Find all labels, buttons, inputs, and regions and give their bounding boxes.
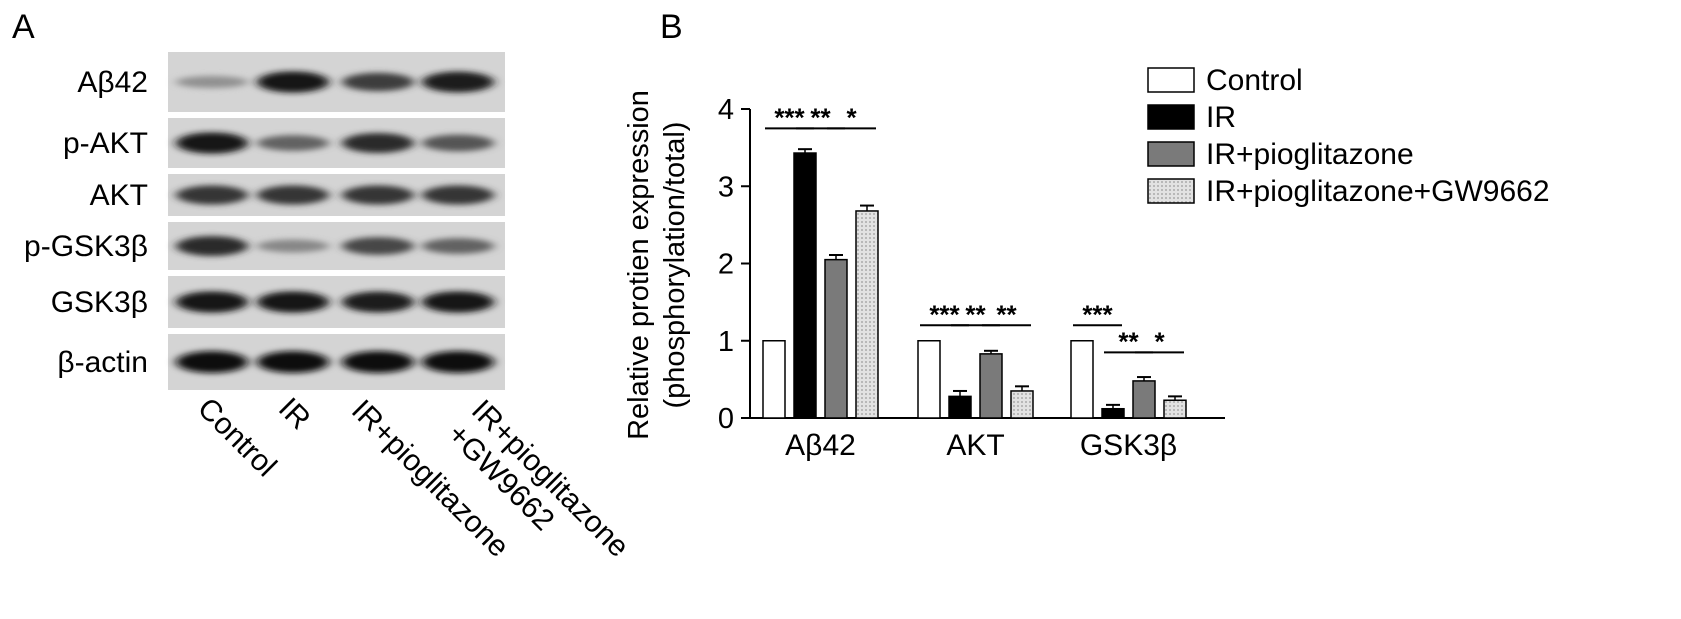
legend-swatch xyxy=(1147,141,1195,167)
bar-0-2 xyxy=(824,258,848,419)
significance-label: *** xyxy=(1082,299,1113,329)
y-axis-title-line: (phosphorylation/total) xyxy=(659,122,691,409)
legend-label: IR+pioglitazone xyxy=(1206,138,1414,171)
blot-band xyxy=(342,72,414,92)
chart-bars xyxy=(762,148,1187,419)
significance-label: ** xyxy=(996,299,1017,329)
blot-band xyxy=(422,134,494,152)
blot-band xyxy=(257,239,329,253)
blot-band xyxy=(176,132,248,154)
lane-label: IR+pioglitazone+GW9662 xyxy=(441,394,635,588)
blot-band xyxy=(176,351,248,373)
blot-row-label: β-actin xyxy=(57,346,148,379)
panel-a-western-blot: A Aβ42 p-AKT AKT p-GSK3β GSK3β β-actin Contro… xyxy=(12,8,635,588)
significance-markers: *** ** **** ** ** ***** * xyxy=(765,102,1184,356)
blot-band xyxy=(422,185,494,205)
bar-2-1 xyxy=(1101,407,1125,419)
panel-b-letter: B xyxy=(660,8,683,46)
legend-swatch xyxy=(1147,178,1195,204)
bar-2-3 xyxy=(1163,399,1187,419)
legend-label: IR+pioglitazone+GW9662 xyxy=(1206,175,1550,208)
panel-a-letter: A xyxy=(12,8,35,46)
y-tick-label: 1 xyxy=(718,326,734,358)
blot-band xyxy=(176,236,248,256)
bar-1-3 xyxy=(1010,390,1034,419)
significance-label: ** xyxy=(1118,326,1139,356)
bar-2-0 xyxy=(1070,340,1094,419)
lane-label: IR xyxy=(272,392,317,437)
legend-swatch xyxy=(1147,104,1195,130)
blot-band xyxy=(342,133,414,153)
bar-1-0 xyxy=(917,340,941,419)
bar-0-1 xyxy=(793,152,817,419)
x-category-label: Aβ42 xyxy=(785,429,856,462)
bar-2-2 xyxy=(1132,380,1156,419)
x-category-label: AKT xyxy=(946,429,1004,462)
blot-band xyxy=(422,238,494,254)
bar-0-3 xyxy=(855,210,879,419)
bar-1-2 xyxy=(979,353,1003,419)
lane-label: Control xyxy=(191,392,283,484)
y-tick-label: 3 xyxy=(718,171,734,203)
blot-band xyxy=(422,351,494,373)
blot-band xyxy=(422,71,494,93)
blot-row-label: p-AKT xyxy=(63,127,148,160)
blot-band xyxy=(422,291,494,313)
legend-swatch xyxy=(1147,67,1195,93)
blot-row-label: Aβ42 xyxy=(77,66,148,99)
blot-band xyxy=(176,291,248,313)
blot-band xyxy=(176,75,248,89)
blot-rows: Aβ42 p-AKT AKT p-GSK3β GSK3β β-actin xyxy=(24,52,505,390)
x-category-label: GSK3β xyxy=(1080,429,1177,462)
significance-label: ** xyxy=(810,102,831,132)
panel-b-bar-chart: B Relative protien expression (phosphoryl… xyxy=(623,8,1550,462)
significance-label: * xyxy=(1154,326,1165,356)
chart-legend: Control IR IR+pioglitazone IR+pioglitazone+… xyxy=(1147,64,1550,208)
y-tick-label: 4 xyxy=(718,94,734,126)
bar-0-0 xyxy=(762,340,786,419)
legend-label: Control xyxy=(1206,64,1303,97)
y-tick-label: 0 xyxy=(718,403,734,435)
blot-band xyxy=(257,351,329,373)
blot-row-label: p-GSK3β xyxy=(24,230,148,263)
blot-band xyxy=(342,237,414,255)
y-axis-title-line: Relative protien expression xyxy=(623,90,655,440)
blot-row-label: GSK3β xyxy=(51,286,148,319)
blot-band xyxy=(176,185,248,205)
blot-band xyxy=(257,291,329,313)
blot-band xyxy=(342,291,414,313)
legend-label: IR xyxy=(1206,101,1236,134)
significance-label: * xyxy=(846,102,857,132)
blot-band xyxy=(257,71,329,93)
blot-row-label: AKT xyxy=(90,179,148,212)
significance-label: ** xyxy=(965,299,986,329)
y-axis-title: Relative protien expression (phosphorylat… xyxy=(623,90,691,440)
blot-band xyxy=(257,185,329,205)
y-tick-label: 2 xyxy=(718,249,734,281)
blot-band xyxy=(257,135,329,151)
blot-band xyxy=(342,351,414,373)
blot-band xyxy=(342,185,414,205)
bar-1-1 xyxy=(948,395,972,419)
